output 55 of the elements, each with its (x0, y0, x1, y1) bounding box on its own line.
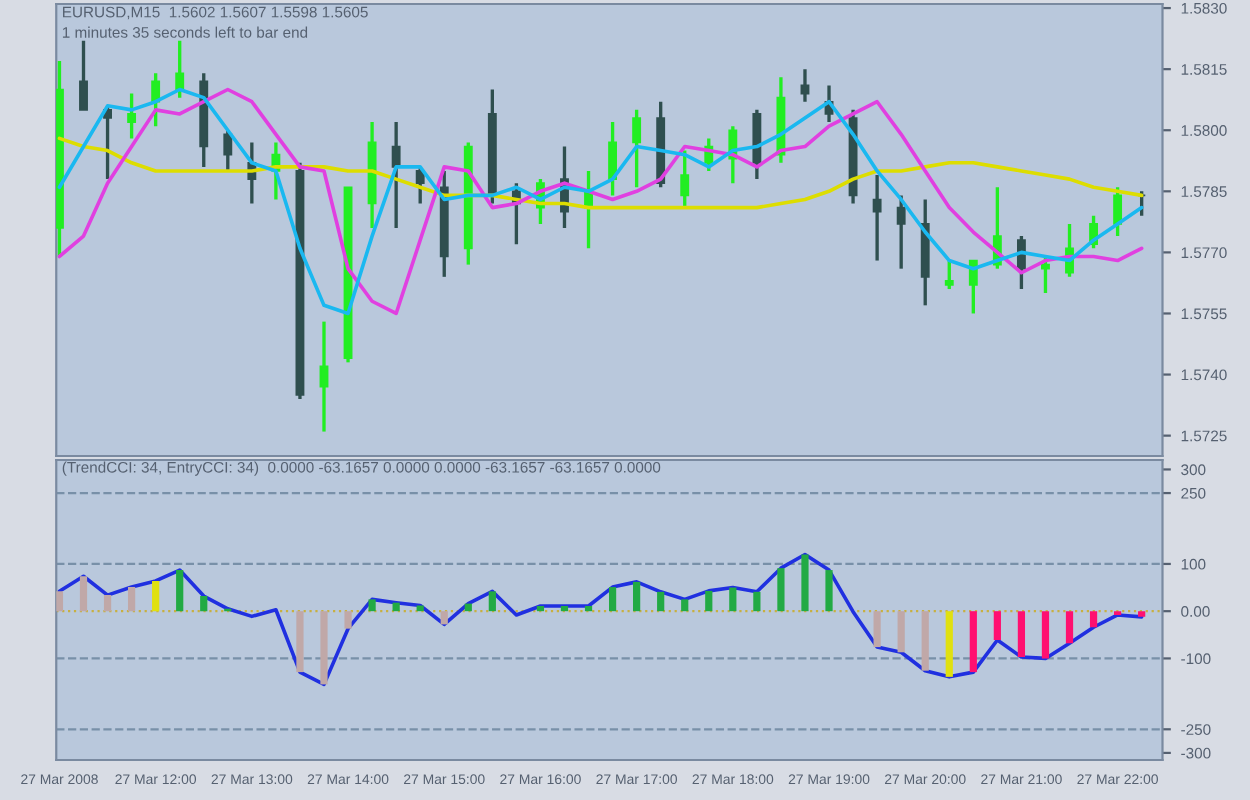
bar (392, 602, 400, 612)
bar (681, 599, 689, 612)
bar (368, 599, 376, 612)
bar (584, 605, 593, 612)
bar (344, 611, 352, 629)
bar (440, 611, 448, 625)
bar (1065, 611, 1074, 644)
bar (128, 587, 136, 612)
bar (488, 591, 496, 612)
bar (897, 611, 905, 653)
bar (152, 580, 160, 612)
bar (1017, 611, 1026, 658)
bar (873, 611, 881, 648)
candlestick (896, 193, 906, 271)
line-series (57, 552, 1144, 687)
bar (993, 611, 1001, 640)
bar (801, 554, 809, 612)
bar (320, 611, 328, 685)
bar (79, 576, 88, 612)
candlestick (223, 128, 233, 173)
bar (176, 570, 184, 612)
candlestick (79, 38, 88, 112)
candlestick (944, 258, 954, 291)
bar (705, 590, 713, 612)
bar (921, 611, 929, 671)
bar (729, 587, 737, 612)
bar (1138, 611, 1146, 617)
candlestick (391, 120, 401, 230)
bar (753, 591, 761, 612)
line-series (57, 87, 1144, 316)
candlestick (680, 148, 690, 210)
bar (536, 605, 545, 612)
bar (1089, 611, 1098, 628)
bar (296, 611, 304, 673)
bar (608, 587, 617, 612)
bar (969, 611, 977, 673)
candlestick (319, 319, 329, 434)
bar (825, 570, 833, 612)
line-series (57, 136, 1144, 210)
bar (560, 605, 569, 612)
candlestick (1041, 254, 1050, 295)
candlestick (127, 91, 137, 141)
bar (657, 591, 665, 612)
bar (200, 596, 208, 612)
candlestick (872, 173, 882, 263)
candlestick (608, 120, 618, 198)
candlestick (1113, 185, 1123, 238)
candlestick (632, 108, 642, 189)
bar (633, 581, 641, 612)
bar (777, 568, 785, 612)
bar (1041, 611, 1050, 659)
bar (103, 595, 112, 612)
bar (945, 611, 953, 677)
candlestick (175, 38, 185, 100)
candlestick (415, 165, 425, 206)
